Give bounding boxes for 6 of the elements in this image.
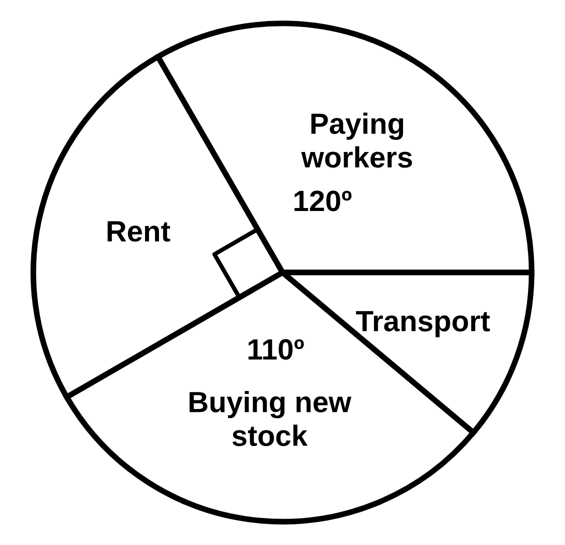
data-label: 110º: [248, 339, 304, 360]
slice-label: Paying workers: [301, 112, 412, 168]
slice-label: Rent: [108, 221, 170, 242]
data-label: 120º: [294, 190, 352, 212]
slice-label: Transport: [356, 311, 490, 338]
slice-label: Buying new stock: [190, 390, 352, 446]
